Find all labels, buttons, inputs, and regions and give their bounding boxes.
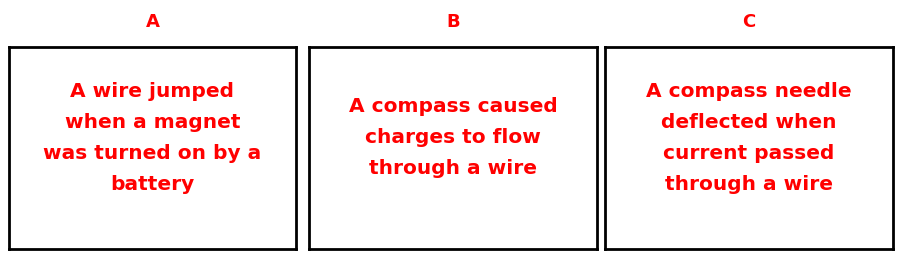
Text: A wire jumped
when a magnet
was turned on by a
battery: A wire jumped when a magnet was turned o…	[43, 82, 262, 193]
Text: A compass needle
deflected when
current passed
through a wire: A compass needle deflected when current …	[646, 82, 852, 193]
Text: A compass caused
charges to flow
through a wire: A compass caused charges to flow through…	[349, 97, 557, 178]
Text: A: A	[145, 13, 160, 31]
Text: B: B	[446, 13, 460, 31]
Text: C: C	[743, 13, 755, 31]
